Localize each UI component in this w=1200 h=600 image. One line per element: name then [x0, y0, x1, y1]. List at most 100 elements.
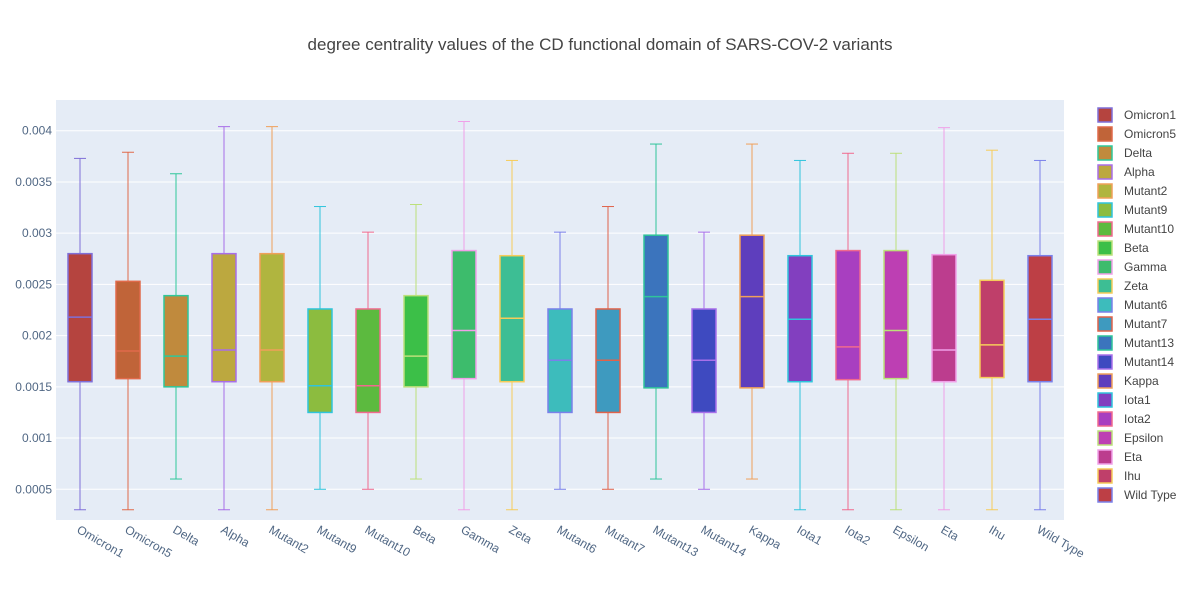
legend-label: Iota1	[1124, 393, 1151, 407]
legend-label: Gamma	[1124, 260, 1167, 274]
x-tick-label: Mutant2	[267, 522, 312, 556]
box-mutant10	[355, 231, 381, 490]
legend-item[interactable]: Mutant14	[1097, 354, 1174, 370]
box-iota1	[787, 159, 813, 511]
x-tick-label: Mutant14	[699, 522, 750, 559]
x-tick-label: Mutant13	[651, 522, 702, 559]
legend-label: Mutant9	[1124, 203, 1168, 217]
legend-item[interactable]: Epsilon	[1097, 430, 1163, 446]
box-wild-type	[1027, 159, 1053, 511]
x-tick-label: Gamma	[459, 522, 503, 556]
box-iqr	[931, 253, 957, 383]
box-iqr	[451, 249, 477, 380]
legend-swatch	[1097, 411, 1113, 427]
legend-swatch	[1097, 164, 1113, 180]
box-iqr	[739, 234, 765, 389]
box-iqr	[259, 252, 285, 383]
legend-item[interactable]: Alpha	[1097, 164, 1155, 180]
box-iqr	[979, 279, 1005, 379]
legend-label: Wild Type	[1124, 488, 1177, 502]
box-mutant13	[643, 143, 669, 480]
legend-label: Eta	[1124, 450, 1142, 464]
legend-swatch	[1097, 221, 1113, 237]
legend-swatch	[1097, 259, 1113, 275]
legend-item[interactable]: Iota2	[1097, 411, 1151, 427]
box-iqr	[163, 294, 189, 388]
legend-label: Kappa	[1124, 374, 1159, 388]
legend-swatch	[1097, 240, 1113, 256]
box-iqr	[835, 249, 861, 381]
legend-swatch	[1097, 297, 1113, 313]
y-tick-label: 0.0005	[15, 482, 52, 496]
legend-item[interactable]: Gamma	[1097, 259, 1167, 275]
legend-label: Delta	[1124, 146, 1152, 160]
legend-label: Omicron5	[1124, 127, 1176, 141]
legend-item[interactable]: Mutant6	[1097, 297, 1168, 313]
legend-swatch	[1097, 316, 1113, 332]
box-mutant9	[307, 206, 333, 490]
y-tick-label: 0.004	[22, 124, 52, 138]
legend-swatch	[1097, 202, 1113, 218]
chart-title: degree centrality values of the CD funct…	[308, 35, 893, 54]
legend-item[interactable]: Delta	[1097, 145, 1152, 161]
x-tick-label: Kappa	[747, 522, 784, 552]
y-tick-label: 0.002	[22, 329, 52, 343]
legend-item[interactable]: Beta	[1097, 240, 1149, 256]
legend-item[interactable]: Mutant9	[1097, 202, 1168, 218]
y-tick-label: 0.001	[22, 431, 52, 445]
legend-swatch	[1097, 373, 1113, 389]
legend-item[interactable]: Zeta	[1097, 278, 1148, 294]
legend-swatch	[1097, 335, 1113, 351]
legend-label: Beta	[1124, 241, 1149, 255]
y-tick-label: 0.003	[22, 226, 52, 240]
x-tick-label: Beta	[411, 522, 440, 547]
legend-swatch	[1097, 449, 1113, 465]
legend-item[interactable]: Wild Type	[1097, 487, 1177, 503]
box-omicron1	[67, 157, 93, 511]
legend-label: Mutant2	[1124, 184, 1168, 198]
legend-item[interactable]: Iota1	[1097, 392, 1151, 408]
legend-item[interactable]: Eta	[1097, 449, 1142, 465]
legend[interactable]: Omicron1 Omicron5 Delta Alpha Mutant2 Mutant9…	[1097, 107, 1177, 503]
legend-label: Mutant6	[1124, 298, 1168, 312]
legend-item[interactable]: Omicron1	[1097, 107, 1176, 123]
legend-label: Epsilon	[1124, 431, 1163, 445]
legend-swatch	[1097, 126, 1113, 142]
legend-label: Ihu	[1124, 469, 1141, 483]
box-iqr	[643, 234, 669, 389]
legend-item[interactable]: Mutant10	[1097, 221, 1174, 237]
box-iqr	[115, 280, 141, 380]
legend-item[interactable]: Mutant2	[1097, 183, 1168, 199]
x-tick-label: Epsilon	[891, 522, 932, 554]
legend-item[interactable]: Kappa	[1097, 373, 1159, 389]
legend-item[interactable]: Mutant13	[1097, 335, 1174, 351]
box-mutant2	[259, 126, 285, 511]
legend-item[interactable]: Omicron5	[1097, 126, 1176, 142]
legend-item[interactable]: Ihu	[1097, 468, 1141, 484]
box-delta	[163, 173, 189, 480]
legend-label: Omicron1	[1124, 108, 1176, 122]
x-tick-label: Iota2	[843, 522, 873, 548]
x-tick-label: Mutant10	[363, 522, 414, 559]
legend-label: Mutant14	[1124, 355, 1174, 369]
legend-swatch	[1097, 468, 1113, 484]
legend-swatch	[1097, 107, 1113, 123]
box-iqr	[355, 308, 381, 414]
x-tick-label: Delta	[171, 522, 203, 548]
box-iqr	[883, 249, 909, 380]
x-tick-label: Omicron5	[123, 522, 175, 560]
y-tick-label: 0.0025	[15, 277, 52, 291]
box-epsilon	[883, 152, 909, 511]
x-tick-label: Alpha	[219, 522, 253, 550]
box-iqr	[307, 308, 333, 414]
legend-item[interactable]: Mutant7	[1097, 316, 1168, 332]
legend-label: Zeta	[1124, 279, 1148, 293]
box-eta	[931, 127, 957, 511]
x-tick-label: Mutant7	[603, 522, 648, 556]
box-mutant7	[595, 206, 621, 490]
legend-swatch	[1097, 278, 1113, 294]
legend-swatch	[1097, 392, 1113, 408]
box-ihu	[979, 149, 1005, 511]
